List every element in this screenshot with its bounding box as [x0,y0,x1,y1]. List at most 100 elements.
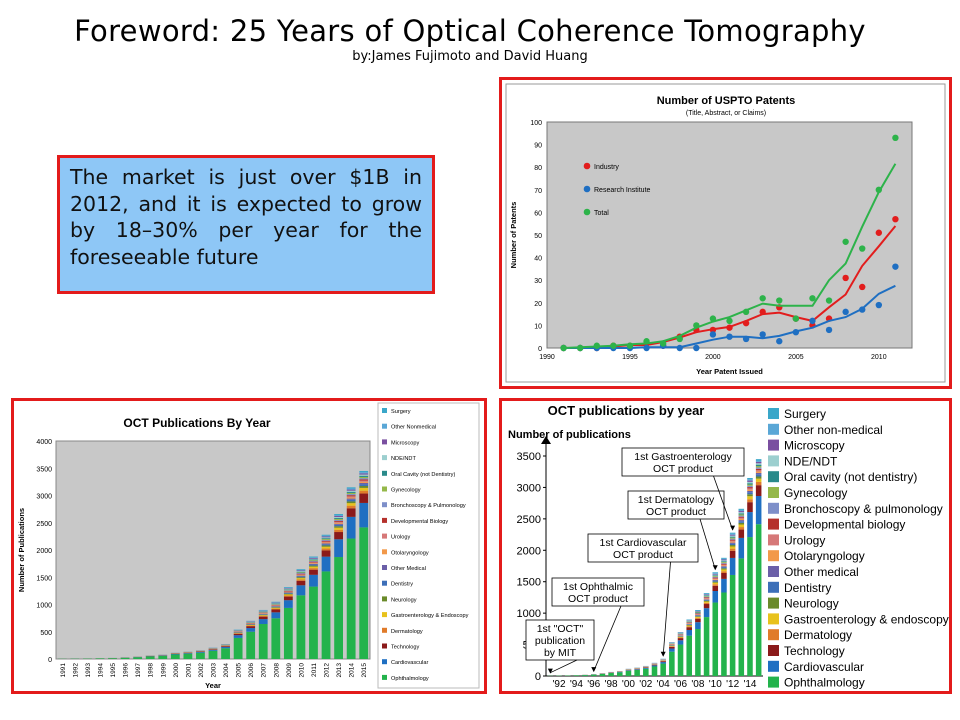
annotated-bar-segment [712,584,719,586]
publications-bar-segment [221,646,230,647]
patents-point [859,283,866,291]
publications-bar-segment [346,490,356,492]
publications-x-tick: 2007 [261,663,268,678]
annotated-x-tick: '96 [587,679,600,690]
publications-legend-swatch [382,612,387,618]
patents-y-tick: 80 [534,165,542,172]
publications-bar-segment [208,649,218,651]
publications-bar-segment [258,615,268,617]
publications-bar-segment [321,539,331,540]
publications-bar-segment [346,516,356,539]
publications-bar-segment [359,476,369,479]
annotation-box [551,577,645,607]
annotated-bar-segment [712,580,719,582]
annotated-legend-swatch [768,534,779,546]
annotated-y-tick: 1500 [517,577,541,589]
annotated-bar-segment [617,672,623,676]
annotated-bar-segment [677,637,684,639]
publications-legend-swatch [382,659,387,665]
publications-bar-segment [321,546,331,549]
publications-bar-segment [346,491,356,493]
patents-point [759,295,766,302]
publications-bar-segment [346,488,356,490]
annotated-bar-segment [712,590,719,603]
annotation-pointer [662,561,671,656]
annotation-box [621,447,745,477]
annotated-bar-segment [729,541,736,543]
annotated-bar-segment [747,479,753,481]
annotated-bar-segment [729,557,736,575]
annotated-bar-segment [747,483,753,485]
publications-bar-segment [296,571,306,573]
publications-bar-segment [309,563,318,565]
annotated-bar-segment [747,484,753,486]
publications-bar-segment [296,569,306,571]
annotated-bar-segment [729,536,736,538]
annotated-bar-segment [686,624,692,625]
patents-point [676,344,683,352]
annotated-bar-segment [721,564,727,566]
publications-x-tick: 2000 [173,663,180,678]
publications-bar-segment [258,624,268,659]
annotated-bar-segment [695,616,701,618]
patents-point [776,338,783,345]
patents-point [742,335,750,343]
annotation-text: 1st Cardiovascular OCT product [600,537,687,561]
publications-legend-swatch [382,423,387,429]
patents-point [825,326,833,334]
annotated-bar-segment [729,539,736,541]
publications-bar-segment [221,648,230,659]
annotated-bar-segment [712,585,719,591]
publications-bar-segment [296,580,306,586]
annotated-bar-segment [669,646,675,649]
market-callout: The market is just over $1B in 2012, and… [57,155,435,294]
annotated-legend-swatch [768,566,779,577]
annotated-bar-segment [755,471,762,473]
annotated-bar-segment [747,499,753,503]
annotated-legend-label: Urology [784,533,825,547]
patents-point [560,344,567,352]
annotated-bar-segment [703,593,710,594]
annotated-bar-segment [695,611,701,612]
publications-bar-segment [321,541,331,543]
annotated-bar-segment [738,516,745,518]
annotated-legend-swatch [768,550,779,562]
annotated-bar-segment [669,646,675,647]
annotated-bar-segment [721,571,727,573]
publications-bar-segment [309,560,318,561]
annotated-bar-segment [695,615,701,616]
publications-bar-segment [334,521,343,523]
annotated-bar-segment [634,669,640,670]
publications-bar-segment [183,653,193,659]
annotated-bar-segment [729,534,736,536]
publications-legend-label: Otolaryngology [391,550,429,556]
publications-bar-segment [334,517,343,519]
annotation-pointer [713,475,733,530]
annotated-legend-swatch [768,645,779,656]
annotated-y-axis-arrow [541,436,551,444]
annotated-y-tick: 3000 [517,482,541,494]
annotated-legend-swatch [768,502,779,514]
annotated-y-tick: 2000 [517,545,541,557]
annotated-bar-segment [729,540,736,542]
annotated-bar-segment [703,601,710,603]
annotated-bar-segment [677,640,684,645]
publications-legend-box [377,402,480,689]
publications-bar-segment [359,490,369,494]
publications-bar-segment [108,658,117,659]
publications-y-tick: 1000 [36,603,52,610]
publications-legend-label: Other Nonmedical [391,425,436,431]
annotated-bar-segment [738,521,745,523]
annotated-bar-segment [686,625,692,627]
publications-x-tick: 2012 [324,663,331,678]
annotated-legend-swatch [768,613,779,625]
patents-point [659,340,667,347]
patents-y-tick: 10 [534,323,542,330]
publications-legend-swatch [382,533,387,539]
annotated-legend-swatch [768,581,779,593]
patents-point [726,317,733,325]
publications-x-tick: 1993 [85,663,92,678]
patents-point [759,308,766,316]
annotated-bar-segment [721,558,727,560]
annotated-y-tick: 2500 [517,514,541,526]
